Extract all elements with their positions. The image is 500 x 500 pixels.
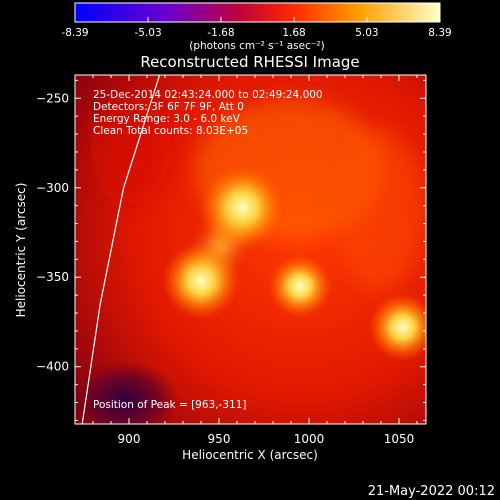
x-tick-label: 900 <box>118 432 141 446</box>
annotation-line: Detectors: 3F 6F 7F 9F, Att 0 <box>93 101 244 113</box>
axes: 900 950 1000 1050 −250 −300 −350 −400 <box>36 75 426 446</box>
x-axis-label: Heliocentric X (arcsec) <box>182 448 318 462</box>
source-blob <box>268 254 332 319</box>
footer-date: 21-May-2022 00:12 <box>368 484 495 499</box>
y-tick-label: −400 <box>36 360 69 374</box>
plot-frame <box>74 74 427 425</box>
dark-region <box>75 360 180 424</box>
colorbar-tick-label: -8.39 <box>61 27 88 39</box>
colorbar-tick-label: -5.03 <box>135 27 162 39</box>
colorbar-ticks: -8.39 -5.03 -1.68 1.68 5.03 8.39 <box>61 17 452 39</box>
chart-title: Reconstructed RHESSI Image <box>140 53 359 71</box>
y-axis-label: Heliocentric Y (arcsec) <box>14 183 28 318</box>
x-tick-label: 950 <box>208 432 231 446</box>
colorbar-tick-label: 5.03 <box>355 27 378 39</box>
colorbar-tick-label: -1.68 <box>207 27 234 39</box>
solar-limb <box>81 75 161 424</box>
annotation-line: Clean Total counts: 8.03E+05 <box>93 125 248 137</box>
peak-position-label: Position of Peak = [963,-311] <box>93 399 247 411</box>
heatmap-image <box>75 75 426 424</box>
annotations: 25-Dec-2014 02:43:24.000 to 02:49:24.000… <box>93 89 323 137</box>
colorbar-tick-label: 1.68 <box>282 27 305 39</box>
annotation-line: 25-Dec-2014 02:43:24.000 to 02:49:24.000 <box>93 89 323 101</box>
colorbar <box>74 2 441 23</box>
source-blob <box>198 163 286 252</box>
annotation-line: Energy Range: 3.0 - 6.0 keV <box>93 113 241 125</box>
colorbar-unit-label: (photons cm⁻² s⁻¹ asec⁻²) <box>189 40 324 52</box>
source-blob <box>368 293 426 362</box>
x-tick-label: 1050 <box>384 432 415 446</box>
x-tick-label: 1000 <box>294 432 325 446</box>
source-blob <box>162 242 240 320</box>
y-tick-label: −250 <box>36 91 69 105</box>
y-tick-label: −300 <box>36 181 69 195</box>
colorbar-tick-label: 8.39 <box>428 27 451 39</box>
y-tick-label: −350 <box>36 270 69 284</box>
